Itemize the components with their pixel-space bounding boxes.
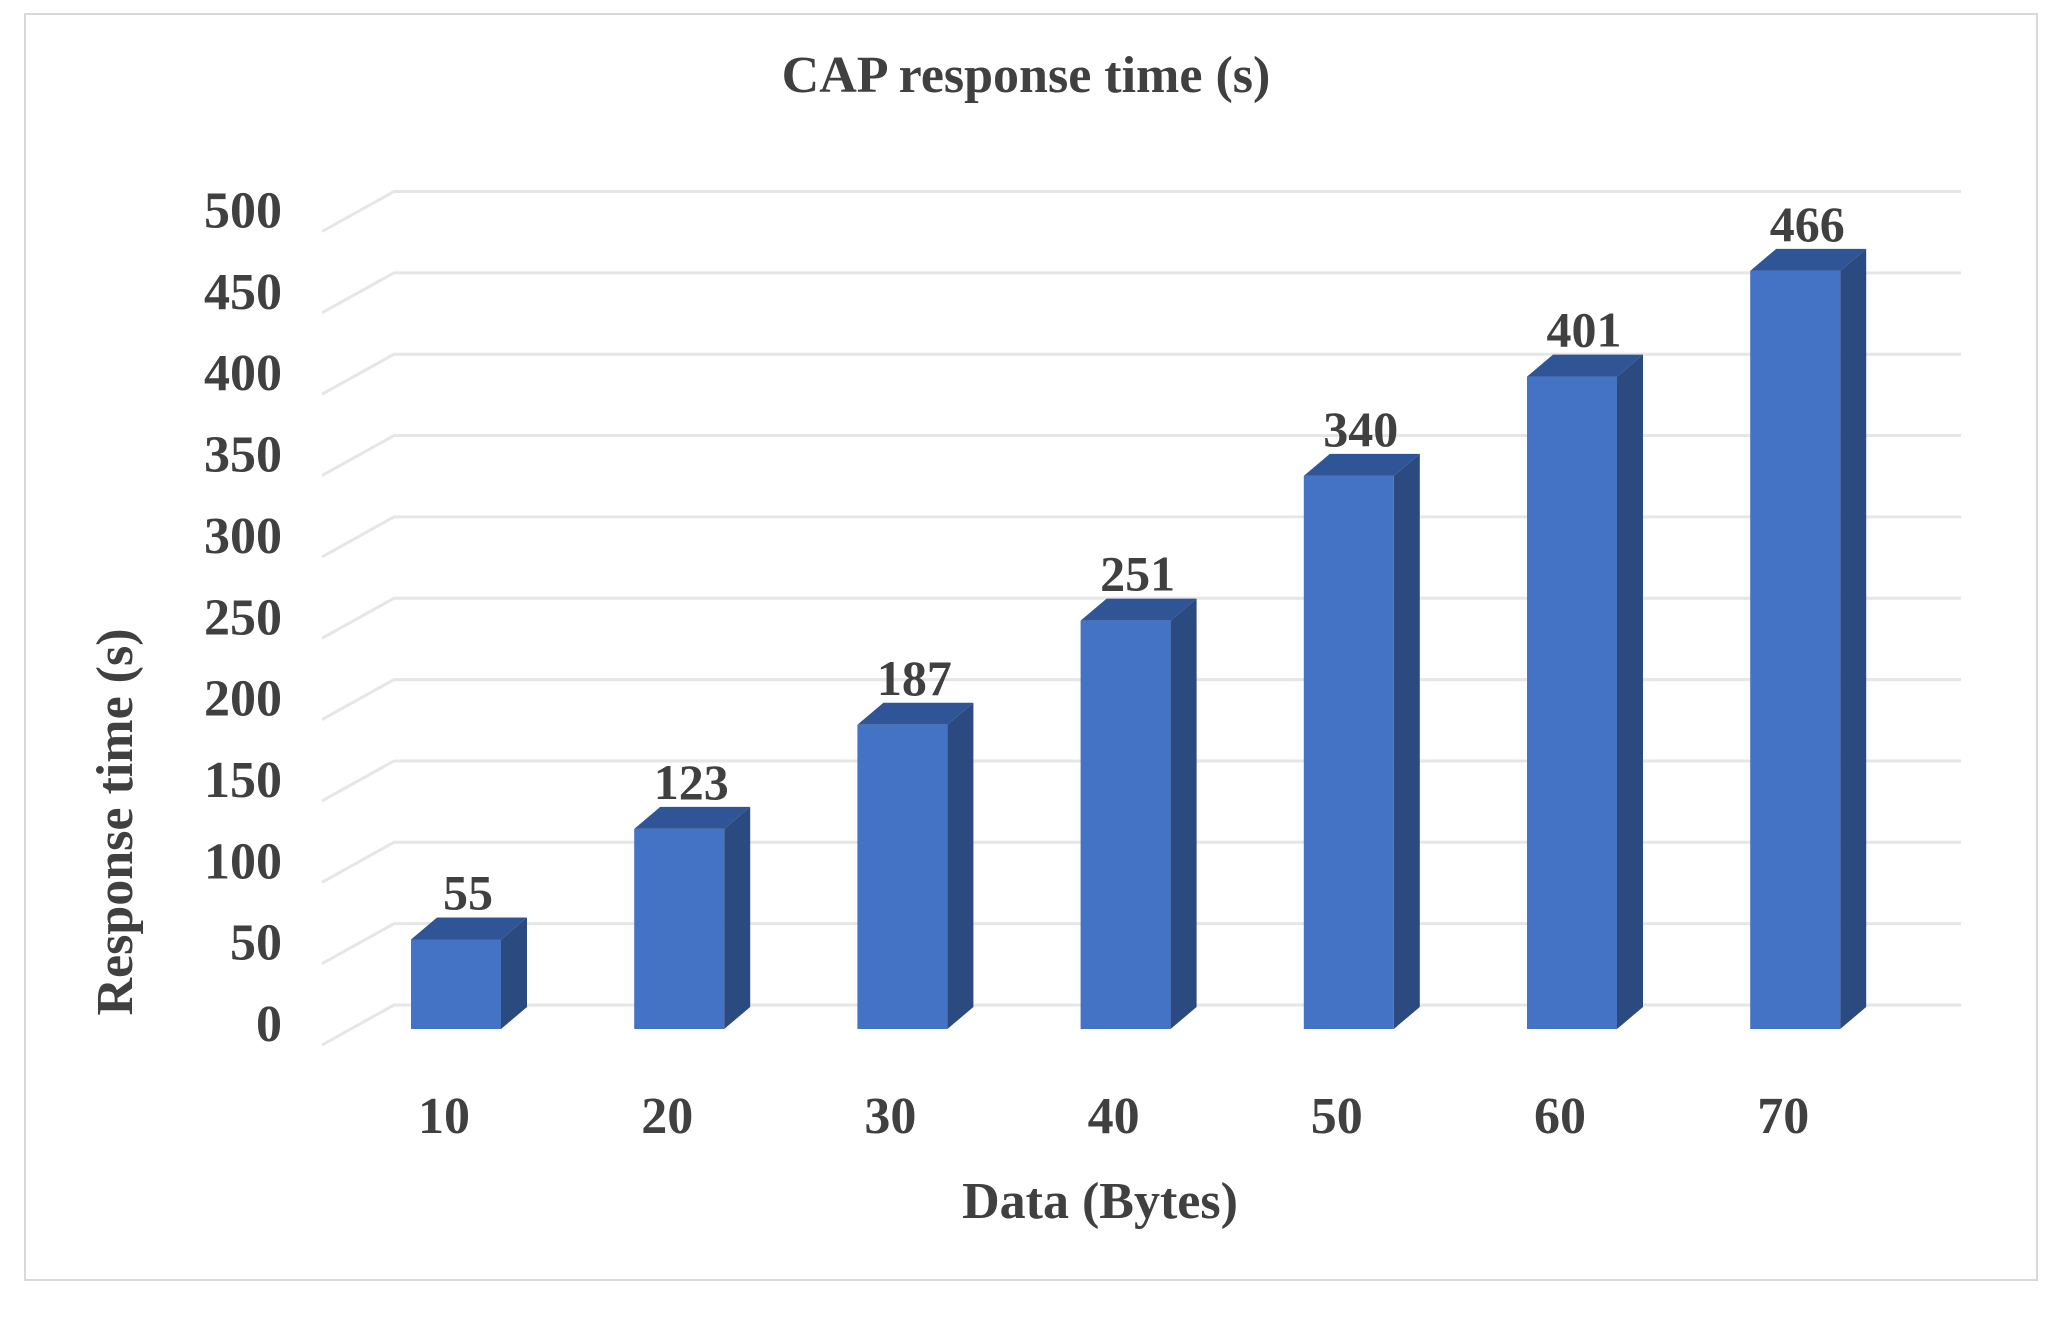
- bar-top: [634, 806, 751, 829]
- x-tick-label: 40: [1088, 1088, 1140, 1145]
- bar-side: [1170, 598, 1197, 1029]
- y-tick-label: 450: [204, 264, 282, 321]
- gridline: [321, 190, 1961, 233]
- bar-top: [411, 917, 527, 940]
- gridline: [321, 271, 1961, 315]
- gridline: [321, 922, 1961, 965]
- bar-front: [411, 939, 501, 1029]
- bar-side: [1617, 354, 1643, 1029]
- bar-30: 187: [857, 650, 974, 1029]
- gridline: [321, 840, 1961, 884]
- gridline: [321, 515, 1961, 559]
- data-label: 251: [1100, 546, 1175, 602]
- x-axis-ticks: 10 20 30 40 50 60 70: [418, 1088, 1809, 1145]
- bar-top: [857, 702, 974, 725]
- data-label: 340: [1323, 401, 1398, 457]
- gridline: [321, 596, 1961, 640]
- bar-top: [1750, 248, 1867, 271]
- bar-40: 251: [1080, 546, 1197, 1029]
- bar-side: [947, 702, 974, 1029]
- bar-10: 55: [411, 865, 527, 1029]
- data-label: 123: [654, 754, 729, 810]
- x-tick-label: 60: [1534, 1088, 1586, 1145]
- bar-20: 123: [634, 754, 751, 1029]
- gridline: [321, 759, 1961, 803]
- data-label: 466: [1770, 196, 1845, 252]
- bar-front: [1080, 620, 1171, 1029]
- bar-70: 466: [1750, 196, 1867, 1029]
- bar-60: 401: [1527, 302, 1643, 1029]
- bars: 55 123 187 251 340 401 466: [411, 196, 1867, 1029]
- bar-side: [1393, 453, 1420, 1029]
- y-tick-label: 400: [204, 345, 282, 402]
- y-axis-ticks: 0 50 100 150 200 250 300 350 400 450 500: [204, 183, 282, 1054]
- bar-front: [1303, 475, 1394, 1029]
- y-axis-title: Response time (s): [87, 628, 144, 1015]
- gridline: [321, 1003, 1961, 1047]
- bar-front: [1750, 270, 1841, 1029]
- chart-title: CAP response time (s): [782, 47, 1271, 104]
- gridline: [321, 352, 1961, 396]
- x-tick-label: 50: [1311, 1088, 1363, 1145]
- bar-top: [1527, 354, 1643, 377]
- gridline: [321, 434, 1961, 477]
- data-label: 187: [877, 650, 952, 706]
- y-tick-label: 200: [204, 671, 282, 728]
- y-tick-label: 100: [204, 833, 282, 890]
- y-tick-label: 150: [204, 752, 282, 809]
- y-tick-label: 50: [230, 915, 282, 972]
- data-label: 55: [443, 865, 493, 921]
- gridline: [321, 678, 1961, 721]
- data-label: 401: [1547, 302, 1622, 358]
- x-tick-label: 70: [1757, 1088, 1809, 1145]
- y-tick-label: 350: [204, 427, 282, 484]
- bar-50: 340: [1303, 401, 1420, 1029]
- bar-front: [634, 828, 725, 1029]
- bar-top: [1080, 598, 1197, 621]
- bar-side: [724, 806, 751, 1029]
- y-tick-label: 500: [204, 183, 282, 240]
- gridlines: [321, 190, 1961, 1047]
- y-tick-label: 300: [204, 508, 282, 565]
- bar-side: [1840, 248, 1867, 1029]
- bar-top: [1303, 453, 1420, 476]
- x-tick-label: 20: [641, 1088, 693, 1145]
- x-tick-label: 10: [418, 1088, 470, 1145]
- x-axis-title: Data (Bytes): [962, 1173, 1238, 1230]
- chart-frame: [24, 13, 2038, 1281]
- y-tick-label: 0: [256, 996, 282, 1053]
- bar-side: [501, 917, 527, 1029]
- bar-front: [857, 724, 948, 1029]
- y-tick-label: 250: [204, 589, 282, 646]
- bar-front: [1527, 376, 1617, 1029]
- x-tick-label: 30: [864, 1088, 916, 1145]
